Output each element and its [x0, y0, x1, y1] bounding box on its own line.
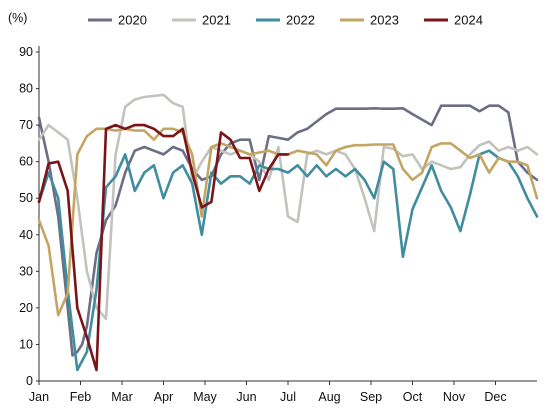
series-line-2024 [37, 123, 290, 372]
legend-label-2023: 2023 [370, 13, 399, 28]
x-tick-label: Aug [318, 390, 340, 404]
y-tick-label: 60 [19, 155, 33, 169]
y-tick-label: 50 [19, 191, 33, 205]
series-line-2021 [37, 93, 539, 321]
y-tick-label: 10 [19, 337, 33, 351]
legend: 2020 2021 2022 2023 2024 [88, 13, 483, 28]
x-tick-label: Oct [403, 390, 423, 404]
y-tick-label: 90 [19, 45, 33, 59]
series-line-2020 [37, 104, 539, 357]
series-lines [37, 93, 539, 372]
x-tick-label: Dec [484, 390, 506, 404]
axes [36, 46, 537, 385]
legend-label-2022: 2022 [286, 13, 315, 28]
legend-label-2021: 2021 [202, 13, 231, 28]
x-tick-label: Sep [360, 390, 382, 404]
x-axis-tick-labels: Jan Feb Mar Apr May Jun Jul Aug Sep Oct Nov Dec [29, 390, 507, 404]
x-tick-label: Feb [70, 390, 92, 404]
series-line-2022 [37, 149, 539, 372]
x-tick-label: Jan [29, 390, 49, 404]
y-tick-label: 40 [19, 228, 33, 242]
x-tick-label: Jun [236, 390, 256, 404]
legend-label-2024: 2024 [454, 13, 483, 28]
legend-label-2020: 2020 [118, 13, 147, 28]
y-tick-label: 30 [19, 264, 33, 278]
x-tick-label: Jul [280, 390, 296, 404]
x-tick-label: May [193, 390, 217, 404]
x-tick-label: Mar [111, 390, 133, 404]
y-tick-label: 70 [19, 118, 33, 132]
x-tick-label: Nov [443, 390, 466, 404]
x-tick-label: Apr [154, 390, 173, 404]
y-axis-tick-labels: 0 10 20 30 40 50 60 70 80 90 [19, 45, 33, 388]
y-tick-label: 0 [26, 374, 33, 388]
y-tick-label: 80 [19, 82, 33, 96]
y-tick-label: 20 [19, 301, 33, 315]
y-axis-unit-label: (%) [8, 11, 27, 25]
